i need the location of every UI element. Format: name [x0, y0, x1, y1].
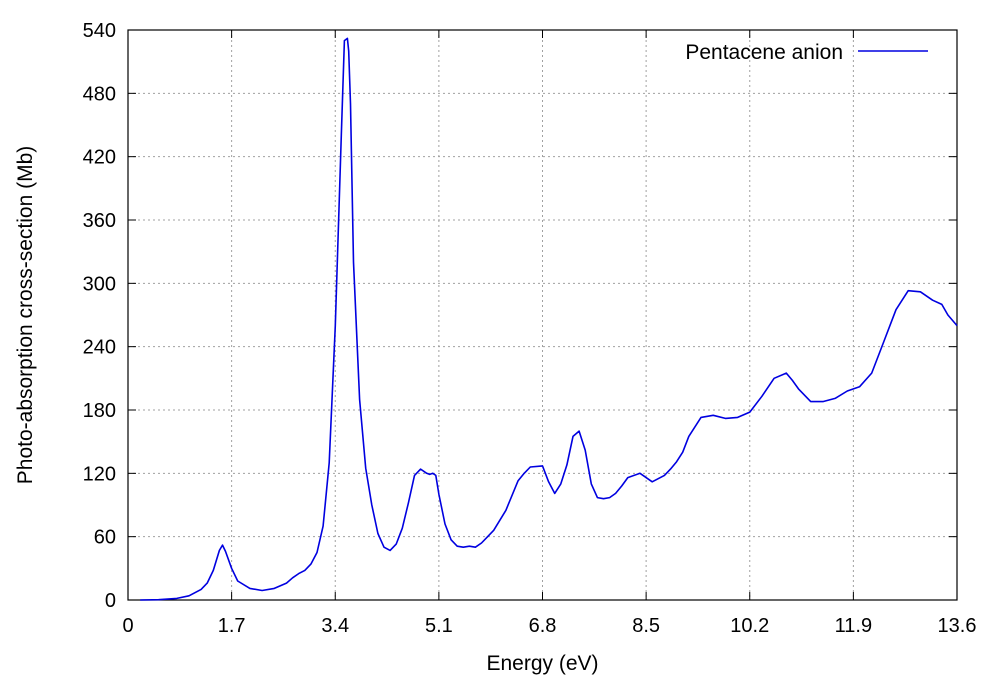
x-tick-label: 10.2	[730, 615, 769, 637]
y-tick-label: 120	[83, 463, 116, 485]
x-tick-labels: 0 1.7 3.4 5.1 6.8 8.5 10.2 11.9 13.6	[122, 615, 976, 637]
series-line-pentacene-anion	[140, 37, 958, 601]
x-tick-label: 1.7	[218, 615, 246, 637]
y-tick-label: 0	[105, 590, 116, 612]
y-tick-label: 360	[83, 210, 116, 232]
y-tick-label: 540	[83, 20, 116, 42]
x-tick-label: 0	[122, 615, 133, 637]
y-tick-labels: 0 60 120 180 240 300 360 420 480 540	[83, 20, 116, 612]
plot-frame	[127, 29, 958, 601]
x-tick-label: 13.6	[938, 615, 977, 637]
y-tick-label: 480	[83, 83, 116, 105]
x-tick-label: 5.1	[425, 615, 453, 637]
x-axis-title: Energy (eV)	[486, 652, 598, 675]
y-tick-label: 60	[94, 527, 116, 549]
y-tick-label: 180	[83, 400, 116, 422]
legend: Pentacene anion	[685, 41, 928, 64]
y-tick-label: 300	[83, 273, 116, 295]
legend-label: Pentacene anion	[685, 41, 843, 64]
x-tick-label: 8.5	[632, 615, 660, 637]
y-axis-title: Photo-absorption cross-section (Mb)	[14, 146, 37, 484]
x-tick-label: 11.9	[835, 615, 872, 637]
x-tick-label: 6.8	[529, 615, 557, 637]
y-tick-label: 420	[83, 147, 116, 169]
grid-layer	[128, 30, 957, 600]
y-tick-label: 240	[83, 337, 116, 359]
x-tick-label: 3.4	[321, 615, 349, 637]
